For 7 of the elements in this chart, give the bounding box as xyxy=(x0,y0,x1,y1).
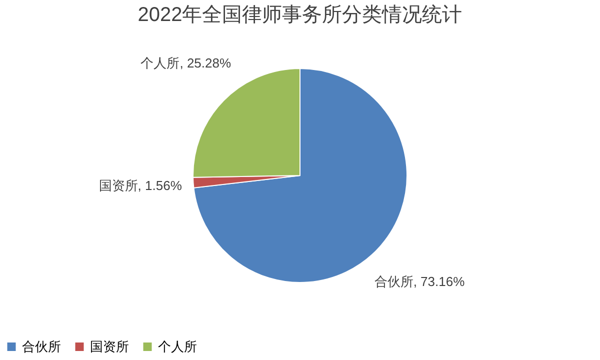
data-label: 个人所, 25.28% xyxy=(140,55,232,70)
data-label: 合伙所, 73.16% xyxy=(374,274,466,289)
legend-label: 个人所 xyxy=(158,338,197,354)
chart-title: 2022年全国律师事务所分类情况统计 xyxy=(138,4,462,26)
legend-label: 合伙所 xyxy=(22,338,61,354)
legend-label: 国资所 xyxy=(90,338,129,354)
data-label: 国资所, 1.56% xyxy=(98,178,182,194)
